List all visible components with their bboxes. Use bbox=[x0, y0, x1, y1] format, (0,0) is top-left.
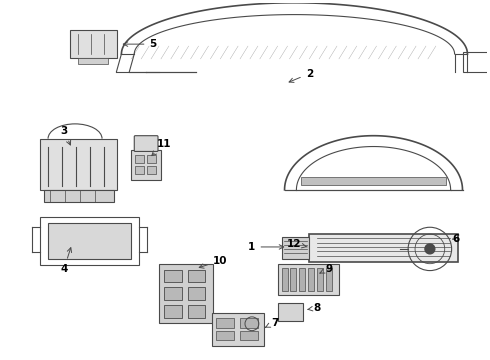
Bar bbox=[326, 267, 332, 291]
FancyBboxPatch shape bbox=[70, 30, 118, 58]
Text: 1: 1 bbox=[248, 242, 284, 252]
Text: 12: 12 bbox=[287, 239, 307, 249]
Bar bbox=[164, 305, 182, 318]
Bar bbox=[216, 330, 234, 341]
Bar bbox=[147, 166, 156, 174]
Bar bbox=[212, 313, 264, 346]
Bar bbox=[135, 166, 144, 174]
Bar bbox=[48, 223, 131, 259]
Text: 8: 8 bbox=[308, 303, 321, 313]
Bar bbox=[463, 52, 490, 72]
Bar bbox=[40, 217, 139, 265]
Text: 7: 7 bbox=[266, 318, 278, 328]
Bar bbox=[291, 267, 296, 291]
Text: 9: 9 bbox=[320, 264, 333, 274]
Text: 11: 11 bbox=[152, 139, 171, 156]
Bar bbox=[240, 330, 258, 341]
Bar bbox=[44, 190, 114, 202]
Bar bbox=[159, 264, 213, 323]
Bar bbox=[278, 264, 339, 295]
Bar bbox=[188, 270, 205, 282]
Bar bbox=[164, 287, 182, 300]
Bar bbox=[164, 270, 182, 282]
Text: 3: 3 bbox=[60, 126, 71, 145]
Circle shape bbox=[425, 244, 435, 254]
Bar bbox=[216, 318, 234, 328]
Bar bbox=[301, 177, 446, 185]
Text: 2: 2 bbox=[289, 69, 313, 82]
FancyBboxPatch shape bbox=[134, 136, 158, 152]
Text: 5: 5 bbox=[123, 39, 157, 49]
Bar bbox=[282, 237, 309, 259]
Bar bbox=[240, 318, 258, 328]
Bar bbox=[317, 267, 323, 291]
Bar bbox=[135, 156, 144, 163]
Bar bbox=[299, 267, 305, 291]
FancyBboxPatch shape bbox=[131, 150, 161, 180]
Bar bbox=[308, 267, 314, 291]
Bar bbox=[188, 287, 205, 300]
Text: 10: 10 bbox=[199, 256, 227, 268]
FancyBboxPatch shape bbox=[40, 139, 118, 190]
Bar bbox=[78, 58, 108, 64]
Bar bbox=[188, 305, 205, 318]
Text: 6: 6 bbox=[452, 234, 459, 244]
Bar bbox=[278, 303, 303, 321]
Bar bbox=[282, 267, 288, 291]
Text: 4: 4 bbox=[60, 248, 72, 274]
Bar bbox=[147, 156, 156, 163]
Bar bbox=[309, 234, 458, 262]
